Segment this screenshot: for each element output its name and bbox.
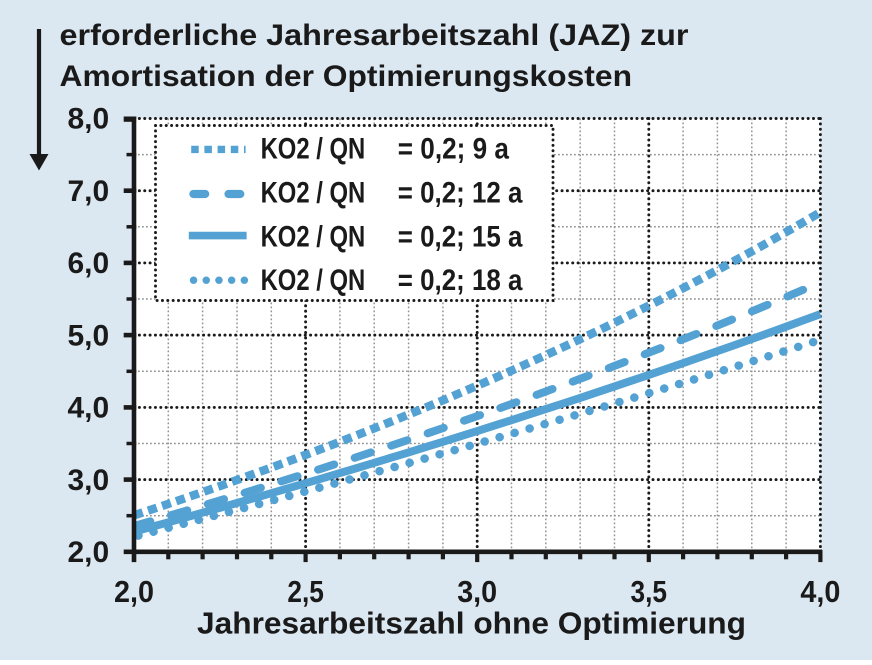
svg-text:4,0: 4,0 bbox=[800, 574, 840, 609]
svg-text:KO2 / QN: KO2 / QN bbox=[261, 177, 366, 210]
svg-text:2,0: 2,0 bbox=[114, 574, 154, 609]
svg-text:2,0: 2,0 bbox=[68, 536, 110, 569]
svg-text:KO2 / QN: KO2 / QN bbox=[261, 133, 366, 166]
svg-text:2,5: 2,5 bbox=[287, 574, 324, 609]
svg-text:= 0,2; 18 a: = 0,2; 18 a bbox=[398, 264, 523, 297]
svg-text:KO2 / QN: KO2 / QN bbox=[261, 220, 366, 253]
svg-text:= 0,2; 12 a: = 0,2; 12 a bbox=[398, 177, 523, 210]
svg-text:8,0: 8,0 bbox=[68, 103, 110, 136]
svg-text:= 0,2; 15 a: = 0,2; 15 a bbox=[398, 220, 523, 253]
svg-text:3,5: 3,5 bbox=[631, 574, 668, 609]
svg-text:erforderliche Jahresarbeitszah: erforderliche Jahresarbeitszahl (JAZ) zu… bbox=[60, 19, 689, 52]
svg-text:6,0: 6,0 bbox=[68, 247, 110, 280]
svg-text:3,0: 3,0 bbox=[68, 464, 110, 497]
svg-text:4,0: 4,0 bbox=[68, 392, 110, 425]
svg-text:= 0,2; 9 a: = 0,2; 9 a bbox=[398, 133, 509, 166]
svg-text:5,0: 5,0 bbox=[68, 319, 110, 352]
svg-text:3,0: 3,0 bbox=[457, 574, 497, 609]
svg-text:Jahresarbeitszahl ohne Optimie: Jahresarbeitszahl ohne Optimierung bbox=[197, 606, 746, 641]
svg-text:7,0: 7,0 bbox=[68, 175, 110, 208]
svg-text:Amortisation der Optimierungsk: Amortisation der Optimierungskosten bbox=[60, 60, 633, 93]
svg-text:KO2 / QN: KO2 / QN bbox=[261, 264, 366, 297]
